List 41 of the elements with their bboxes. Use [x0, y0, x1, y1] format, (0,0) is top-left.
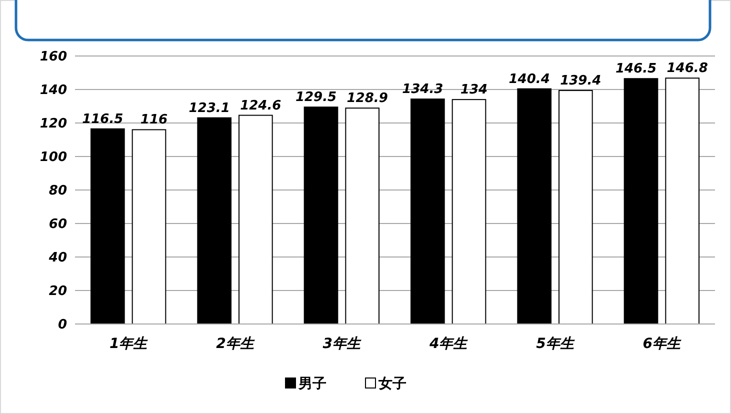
- y-tick-label: 40: [48, 250, 67, 266]
- data-label: 146.8: [666, 61, 708, 76]
- bar: [665, 78, 700, 324]
- data-label: 116.5: [82, 112, 124, 127]
- legend-label: 女子: [378, 376, 406, 392]
- data-label: 128.9: [346, 91, 388, 106]
- x-tick-label: 5年生: [536, 336, 575, 352]
- bar: [304, 106, 338, 324]
- x-tick-label: 3年生: [322, 336, 362, 352]
- bar: [132, 129, 166, 324]
- x-tick-label: 4年生: [428, 336, 468, 352]
- data-label: 140.4: [508, 72, 550, 87]
- bar: [90, 128, 125, 324]
- x-tick-label: 2年生: [216, 336, 255, 352]
- data-label: 129.5: [295, 90, 337, 106]
- data-label: 123.1: [188, 100, 230, 116]
- data-label: 134.3: [402, 82, 444, 98]
- y-tick-label: 160: [40, 50, 67, 65]
- data-label: 134: [460, 82, 488, 98]
- data-label: 116: [140, 112, 168, 128]
- y-tick-label: 140: [40, 83, 67, 98]
- bar: [345, 108, 380, 324]
- bar: [452, 99, 486, 324]
- y-tick-label: 60: [48, 217, 67, 232]
- y-tick-label: 80: [48, 184, 67, 199]
- bar: [558, 90, 593, 324]
- y-tick-label: 100: [40, 150, 67, 166]
- x-tick-label: 1年生: [109, 336, 148, 352]
- bar: [197, 117, 232, 324]
- bar: [624, 78, 658, 324]
- y-tick-label: 20: [48, 284, 67, 300]
- data-label: 124.6: [240, 98, 282, 114]
- y-tick-label: 120: [40, 116, 67, 132]
- y-tick-label: 0: [58, 318, 67, 333]
- data-label: 139.4: [560, 74, 602, 89]
- x-tick-label: 6年生: [642, 336, 682, 352]
- bar: [410, 98, 445, 324]
- legend-label: 男子: [298, 376, 326, 392]
- bar: [517, 88, 552, 324]
- bar: [238, 114, 273, 324]
- data-label: 146.5: [615, 62, 657, 77]
